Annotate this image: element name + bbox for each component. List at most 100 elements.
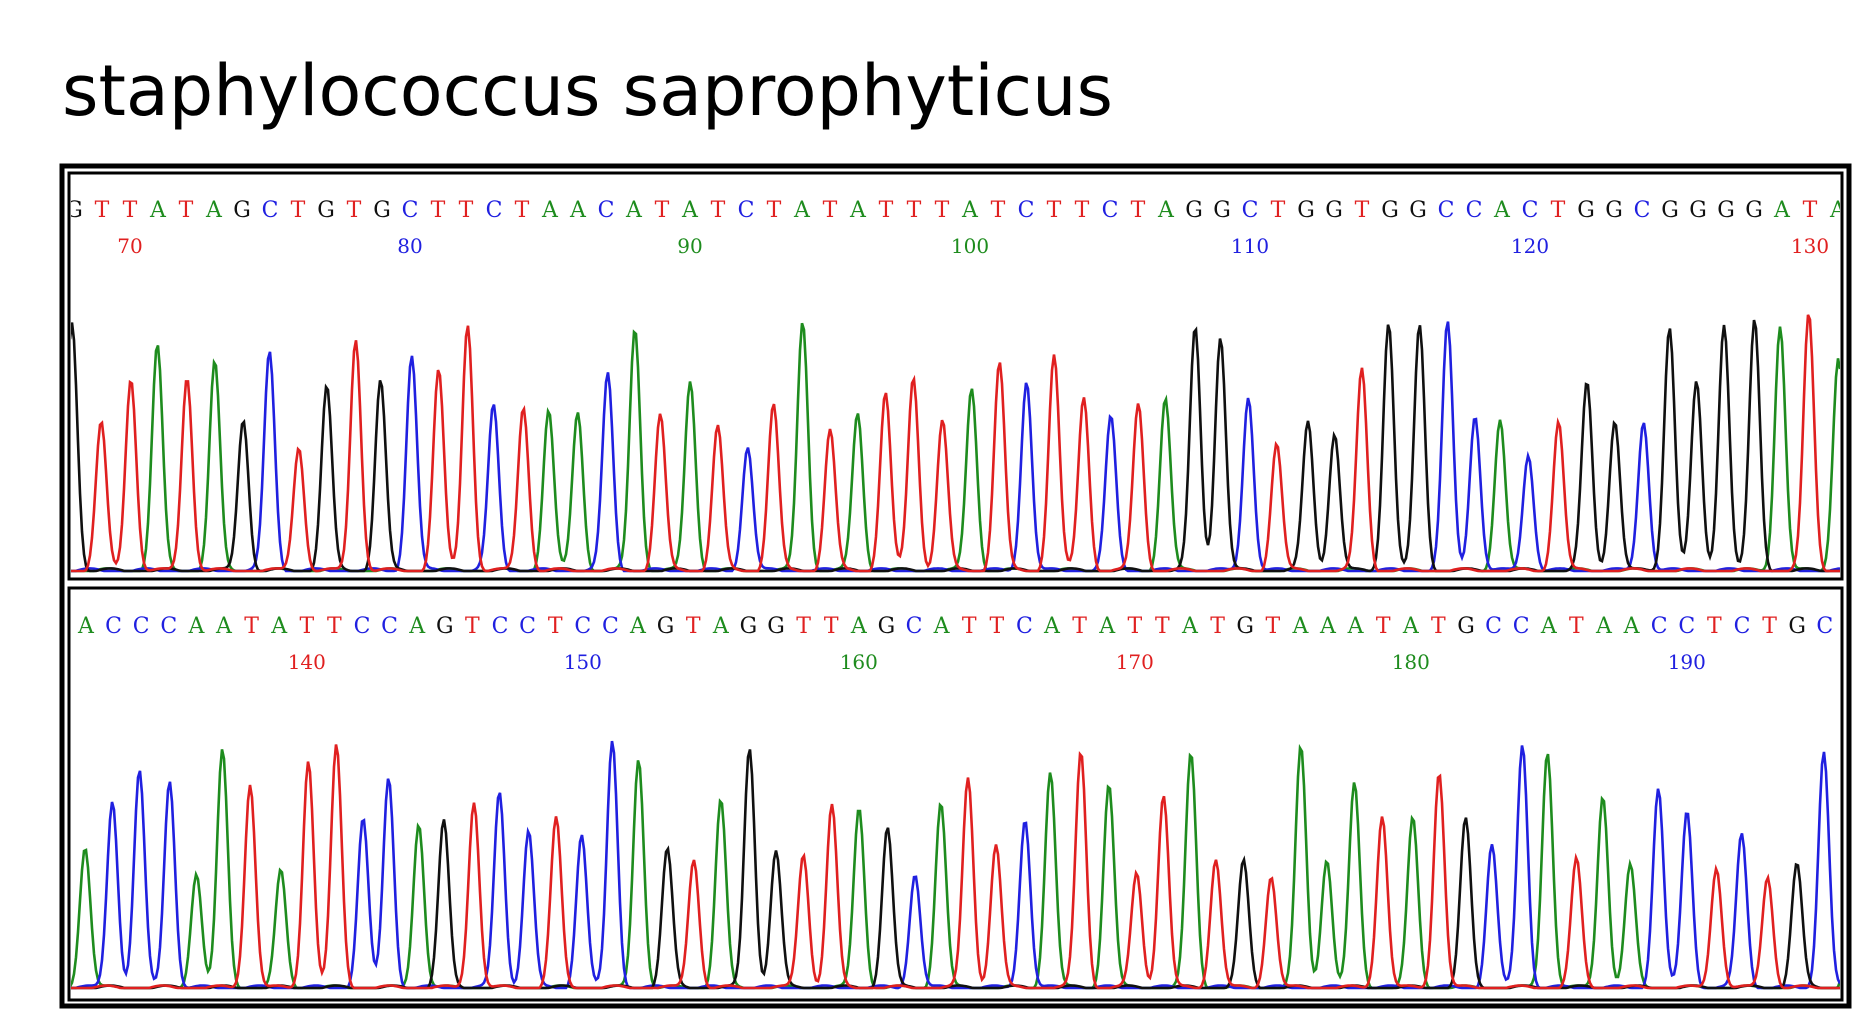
base-call: G [740, 614, 758, 639]
base-call: C [1816, 614, 1833, 639]
base-call: T [962, 614, 977, 639]
base-call: A [1540, 614, 1558, 639]
base-call: C [598, 198, 615, 223]
base-call: C [1438, 198, 1455, 223]
trace [71, 314, 1840, 573]
base-call: A [1829, 198, 1847, 223]
base-call: T [1376, 614, 1391, 639]
base-call: A [1157, 198, 1175, 223]
base-call: A [1595, 614, 1613, 639]
base-call: T [1127, 614, 1142, 639]
position-label: 120 [1511, 234, 1549, 258]
base-call: T [299, 614, 314, 639]
base-call: A [629, 614, 647, 639]
base-call: T [459, 198, 474, 223]
base-call: T [431, 198, 446, 223]
base-call: A [408, 614, 426, 639]
base-call: T [655, 198, 670, 223]
base-call: G [1788, 614, 1806, 639]
position-label: 190 [1668, 650, 1706, 674]
position-label: 150 [564, 650, 602, 674]
base-call: G [65, 198, 83, 223]
base-call: G [1409, 198, 1427, 223]
base-call: G [1745, 198, 1763, 223]
base-call: T [991, 198, 1006, 223]
base-call: A [1402, 614, 1420, 639]
base-call: G [657, 614, 675, 639]
base-call: C [1018, 198, 1035, 223]
base-call: G [1325, 198, 1343, 223]
base-call: T [824, 614, 839, 639]
base-call: C [1016, 614, 1033, 639]
position-label: 110 [1231, 234, 1269, 258]
base-call: C [492, 614, 509, 639]
base-call: C [574, 614, 591, 639]
base-call: T [548, 614, 563, 639]
position-label: 160 [840, 650, 878, 674]
base-call: A [1623, 614, 1641, 639]
base-call: G [436, 614, 454, 639]
base-call: C [381, 614, 398, 639]
base-call: C [738, 198, 755, 223]
base-call: A [205, 198, 223, 223]
position-label: 90 [677, 234, 702, 258]
base-call: T [327, 614, 342, 639]
title: staphylococcus saprophyticus [62, 50, 1113, 132]
base-call: C [1734, 614, 1751, 639]
base-call: A [1493, 198, 1511, 223]
base-call: A [215, 614, 233, 639]
base-call: T [1551, 198, 1566, 223]
base-call: A [1043, 614, 1061, 639]
base-call: G [1689, 198, 1707, 223]
base-call: A [849, 198, 867, 223]
base-call: T [515, 198, 530, 223]
base-call: A [1291, 614, 1309, 639]
position-label: 180 [1392, 650, 1430, 674]
base-call: A [270, 614, 288, 639]
base-call: G [1717, 198, 1735, 223]
base-call: A [541, 198, 559, 223]
position-label: 130 [1791, 234, 1829, 258]
base-call: C [402, 198, 419, 223]
base-call: C [1242, 198, 1259, 223]
position-label: 70 [117, 234, 142, 258]
position-label: 170 [1116, 650, 1154, 674]
base-call: T [291, 198, 306, 223]
base-call: C [486, 198, 503, 223]
base-call: A [77, 614, 95, 639]
position-label: 80 [397, 234, 422, 258]
base-call: T [179, 198, 194, 223]
base-call: C [519, 614, 536, 639]
base-call: C [1485, 614, 1502, 639]
base-call: G [373, 198, 391, 223]
base-call: A [1181, 614, 1199, 639]
base-call: A [1773, 198, 1791, 223]
base-call: C [262, 198, 279, 223]
base-call: G [878, 614, 896, 639]
base-call: C [354, 614, 371, 639]
base-call: G [1236, 614, 1254, 639]
base-call: T [879, 198, 894, 223]
trace [71, 319, 1840, 573]
position-label: 140 [288, 650, 326, 674]
base-call: A [625, 198, 643, 223]
base-call: T [935, 198, 950, 223]
base-call: A [1347, 614, 1365, 639]
base-call: T [1569, 614, 1584, 639]
base-call: T [686, 614, 701, 639]
base-call: T [1072, 614, 1087, 639]
base-call: T [907, 198, 922, 223]
base-call: C [1678, 614, 1695, 639]
base-call: T [95, 198, 110, 223]
base-call: T [989, 614, 1004, 639]
base-call: C [1634, 198, 1651, 223]
base-call: T [1210, 614, 1225, 639]
base-call: T [244, 614, 259, 639]
base-call: C [602, 614, 619, 639]
base-call: T [796, 614, 811, 639]
trace [71, 744, 1840, 990]
base-call: T [1707, 614, 1722, 639]
base-call: G [233, 198, 251, 223]
